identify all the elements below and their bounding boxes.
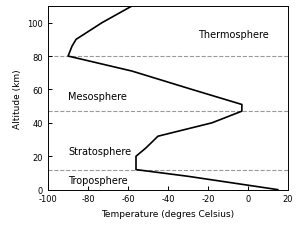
Text: Thermosphere: Thermosphere — [198, 30, 269, 40]
X-axis label: Temperature (degres Celsius): Temperature (degres Celsius) — [101, 209, 235, 218]
Y-axis label: Altitude (km): Altitude (km) — [13, 69, 22, 128]
Text: Stratosphere: Stratosphere — [68, 147, 131, 157]
Text: Troposphere: Troposphere — [68, 175, 128, 185]
Text: Mesosphere: Mesosphere — [68, 92, 127, 102]
